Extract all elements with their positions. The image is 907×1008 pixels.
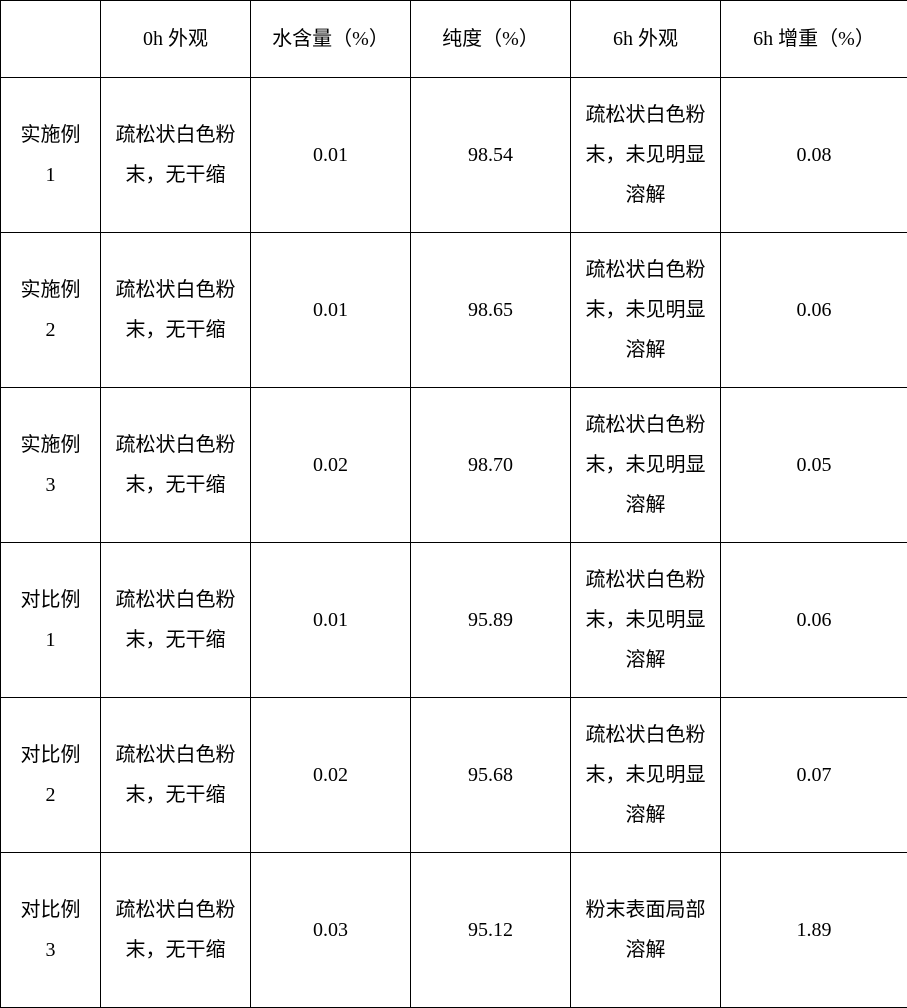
row-label-line1: 实施例: [21, 124, 81, 146]
cell-water-content: 0.01: [251, 233, 411, 388]
cell-weight-gain: 0.07: [721, 698, 907, 853]
row-label-line2: 3: [46, 939, 56, 961]
col-header-appearance-0h: 0h 外观: [101, 1, 251, 78]
table-row: 对比例 2 疏松状白色粉末，无干缩 0.02 95.68 疏松状白色粉末，未见明…: [1, 698, 907, 853]
row-label-line1: 对比例: [21, 899, 81, 921]
row-label: 实施例 1: [1, 78, 101, 233]
cell-water-content: 0.02: [251, 698, 411, 853]
row-label: 对比例 1: [1, 543, 101, 698]
cell-water-content: 0.01: [251, 78, 411, 233]
cell-appearance-0h: 疏松状白色粉末，无干缩: [101, 78, 251, 233]
row-label-line2: 3: [46, 474, 56, 496]
cell-appearance-6h: 粉末表面局部溶解: [571, 853, 721, 1008]
table-row: 实施例 1 疏松状白色粉末，无干缩 0.01 98.54 疏松状白色粉末，未见明…: [1, 78, 907, 233]
col-header-purity: 纯度（%）: [411, 1, 571, 78]
cell-water-content: 0.03: [251, 853, 411, 1008]
table-row: 对比例 1 疏松状白色粉末，无干缩 0.01 95.89 疏松状白色粉末，未见明…: [1, 543, 907, 698]
cell-purity: 95.12: [411, 853, 571, 1008]
cell-appearance-0h: 疏松状白色粉末，无干缩: [101, 543, 251, 698]
cell-purity: 98.70: [411, 388, 571, 543]
cell-weight-gain: 1.89: [721, 853, 907, 1008]
cell-appearance-6h: 疏松状白色粉末，未见明显溶解: [571, 78, 721, 233]
cell-weight-gain: 0.06: [721, 233, 907, 388]
col-header-blank: [1, 1, 101, 78]
cell-appearance-6h: 疏松状白色粉末，未见明显溶解: [571, 543, 721, 698]
row-label-line2: 1: [46, 629, 56, 651]
row-label: 实施例 3: [1, 388, 101, 543]
row-label-line2: 2: [46, 319, 56, 341]
cell-weight-gain: 0.06: [721, 543, 907, 698]
row-label-line2: 1: [46, 164, 56, 186]
row-label-line1: 实施例: [21, 279, 81, 301]
cell-appearance-0h: 疏松状白色粉末，无干缩: [101, 698, 251, 853]
table-row: 实施例 3 疏松状白色粉末，无干缩 0.02 98.70 疏松状白色粉末，未见明…: [1, 388, 907, 543]
table-row: 对比例 3 疏松状白色粉末，无干缩 0.03 95.12 粉末表面局部溶解 1.…: [1, 853, 907, 1008]
cell-appearance-0h: 疏松状白色粉末，无干缩: [101, 388, 251, 543]
cell-purity: 98.65: [411, 233, 571, 388]
col-header-water-content: 水含量（%）: [251, 1, 411, 78]
cell-appearance-0h: 疏松状白色粉末，无干缩: [101, 853, 251, 1008]
row-label-line1: 对比例: [21, 744, 81, 766]
cell-purity: 95.68: [411, 698, 571, 853]
table-header-row: 0h 外观 水含量（%） 纯度（%） 6h 外观 6h 增重（%）: [1, 1, 907, 78]
row-label-line1: 对比例: [21, 589, 81, 611]
col-header-appearance-6h: 6h 外观: [571, 1, 721, 78]
cell-appearance-6h: 疏松状白色粉末，未见明显溶解: [571, 388, 721, 543]
data-table: 0h 外观 水含量（%） 纯度（%） 6h 外观 6h 增重（%） 实施例 1 …: [0, 0, 907, 1008]
table-row: 实施例 2 疏松状白色粉末，无干缩 0.01 98.65 疏松状白色粉末，未见明…: [1, 233, 907, 388]
row-label-line2: 2: [46, 784, 56, 806]
cell-appearance-0h: 疏松状白色粉末，无干缩: [101, 233, 251, 388]
row-label: 对比例 2: [1, 698, 101, 853]
row-label: 对比例 3: [1, 853, 101, 1008]
row-label: 实施例 2: [1, 233, 101, 388]
cell-water-content: 0.02: [251, 388, 411, 543]
cell-purity: 95.89: [411, 543, 571, 698]
cell-water-content: 0.01: [251, 543, 411, 698]
cell-weight-gain: 0.08: [721, 78, 907, 233]
col-header-weight-gain: 6h 增重（%）: [721, 1, 907, 78]
cell-appearance-6h: 疏松状白色粉末，未见明显溶解: [571, 233, 721, 388]
cell-weight-gain: 0.05: [721, 388, 907, 543]
cell-purity: 98.54: [411, 78, 571, 233]
cell-appearance-6h: 疏松状白色粉末，未见明显溶解: [571, 698, 721, 853]
row-label-line1: 实施例: [21, 434, 81, 456]
